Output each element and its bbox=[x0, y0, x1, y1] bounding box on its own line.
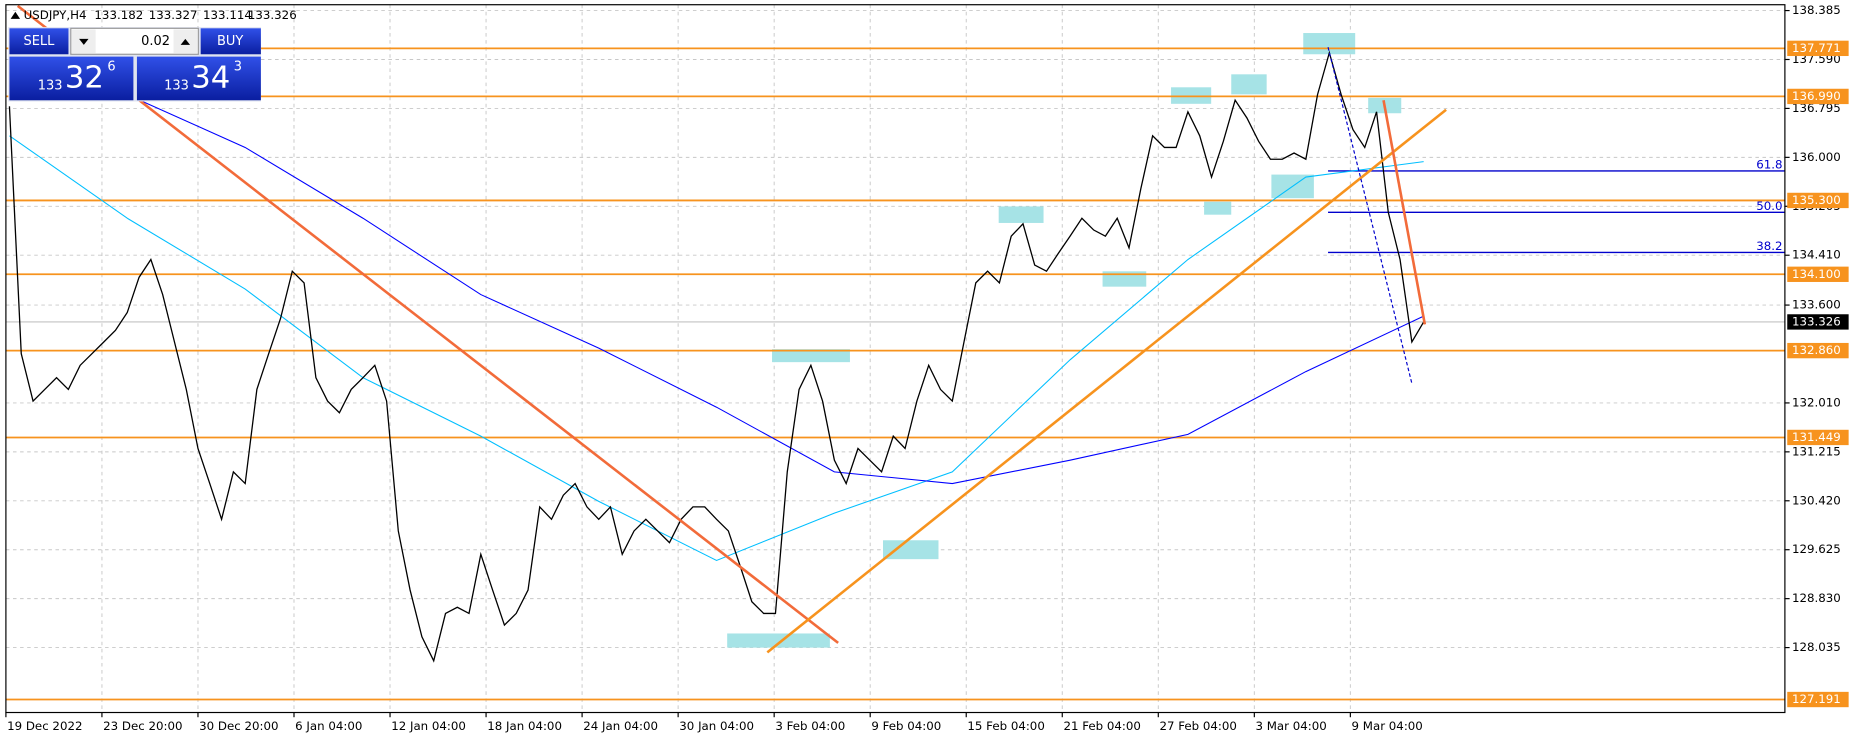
buy-price-big-figure: 133 bbox=[164, 79, 189, 94]
x-tick-label: 9 Feb 04:00 bbox=[871, 719, 941, 733]
x-tick-label: 18 Jan 04:00 bbox=[487, 719, 562, 733]
level-label-bg bbox=[1787, 192, 1849, 209]
sell-price-box[interactable] bbox=[9, 56, 134, 101]
y-tick-label: 128.830 bbox=[1792, 591, 1841, 605]
x-tick-label: 19 Dec 2022 bbox=[7, 719, 82, 733]
fib-label: 61.8 bbox=[1756, 157, 1782, 171]
level-label-bg bbox=[1787, 40, 1849, 57]
y-tick-label: 131.215 bbox=[1792, 444, 1841, 458]
fib-label: 38.2 bbox=[1756, 239, 1782, 253]
zone bbox=[883, 540, 939, 560]
sell-price-big-figure: 133 bbox=[38, 79, 63, 94]
fib-label: 50.0 bbox=[1756, 199, 1782, 213]
sell-button[interactable] bbox=[9, 28, 69, 55]
level-label: 132.860 bbox=[1792, 343, 1841, 357]
trend-line bbox=[766, 108, 1447, 654]
high: 133.327 bbox=[149, 8, 198, 22]
arrow-up bbox=[180, 38, 191, 45]
symbol: USDJPY,H4 bbox=[24, 8, 87, 22]
buy-price-box[interactable] bbox=[136, 56, 261, 101]
level-label-bg bbox=[1787, 342, 1849, 359]
x-tick-label: 6 Jan 04:00 bbox=[295, 719, 362, 733]
buy-label: BUY bbox=[217, 34, 243, 49]
sell-label: SELL bbox=[24, 34, 56, 49]
x-tick-label: 21 Feb 04:00 bbox=[1063, 719, 1140, 733]
zone bbox=[998, 206, 1044, 223]
close: 133.326 bbox=[248, 8, 297, 22]
zone bbox=[1231, 74, 1267, 95]
plot-frame bbox=[5, 4, 1786, 714]
level-label: 136.990 bbox=[1792, 89, 1841, 103]
x-tick-label: 9 Mar 04:00 bbox=[1352, 719, 1423, 733]
fib-base-line bbox=[1327, 47, 1413, 384]
collapse-arrow[interactable] bbox=[10, 11, 21, 19]
trend-lines bbox=[16, 4, 1447, 654]
current-price-bg bbox=[1787, 314, 1849, 330]
price-axis-bg bbox=[1784, 0, 1851, 742]
x-tick-label: 30 Dec 20:00 bbox=[199, 719, 278, 733]
x-tick-label: 23 Dec 20:00 bbox=[103, 719, 182, 733]
arrow-down bbox=[79, 38, 89, 45]
x-tick-label: 30 Jan 04:00 bbox=[679, 719, 754, 733]
y-tick-label: 130.420 bbox=[1792, 493, 1841, 507]
time-axis-bg bbox=[0, 712, 1851, 742]
level-label-bg bbox=[1787, 429, 1849, 446]
y-tick-label: 138.385 bbox=[1792, 3, 1841, 17]
y-tick-label: 129.625 bbox=[1792, 542, 1841, 556]
grid-layer bbox=[5, 4, 1785, 713]
low: 133.114 bbox=[203, 8, 252, 22]
x-tick-label: 24 Jan 04:00 bbox=[583, 719, 658, 733]
buy-price-point: 3 bbox=[234, 60, 242, 75]
lot-value: 0.02 bbox=[141, 34, 170, 49]
x-tick-label: 27 Feb 04:00 bbox=[1159, 719, 1236, 733]
trend-line bbox=[16, 4, 839, 644]
trade-panel: SELL 0.02 BUY 133 32 6 133 34 3 bbox=[8, 27, 261, 102]
level-label: 131.449 bbox=[1792, 430, 1841, 444]
sell-price-pips: 32 bbox=[65, 61, 104, 96]
x-tick-label: 12 Jan 04:00 bbox=[391, 719, 466, 733]
level-label-bg bbox=[1787, 266, 1849, 282]
price-line bbox=[8, 50, 1425, 663]
level-label: 127.191 bbox=[1792, 692, 1841, 706]
data-layer: 61.8 50.0 38.2 bbox=[5, 46, 1785, 701]
y-tick-label: 134.410 bbox=[1792, 248, 1841, 262]
sell-price-point: 6 bbox=[107, 60, 115, 75]
x-tick-label: 3 Feb 04:00 bbox=[775, 719, 845, 733]
zone bbox=[727, 633, 830, 648]
open: 133.182 bbox=[94, 8, 143, 22]
current-price-label: 133.326 bbox=[1792, 314, 1841, 328]
x-tick-label: 3 Mar 04:00 bbox=[1256, 719, 1327, 733]
level-label-bg bbox=[1787, 88, 1849, 105]
y-tick-label: 133.600 bbox=[1792, 298, 1841, 312]
buy-button[interactable] bbox=[200, 28, 261, 55]
moving-average bbox=[9, 135, 1424, 562]
trend-line bbox=[1382, 100, 1427, 325]
y-tick-label: 128.035 bbox=[1792, 640, 1841, 654]
moving-average bbox=[9, 46, 1424, 485]
x-tick-label: 15 Feb 04:00 bbox=[967, 719, 1044, 733]
y-tick-label: 136.000 bbox=[1792, 150, 1841, 164]
level-label: 137.771 bbox=[1792, 41, 1841, 55]
y-tick-label: 136.795 bbox=[1792, 101, 1841, 115]
zone bbox=[772, 349, 850, 363]
level-label: 135.300 bbox=[1792, 193, 1841, 207]
buy-price-pips: 34 bbox=[191, 61, 230, 96]
y-tick-label: 132.010 bbox=[1792, 395, 1841, 409]
zone bbox=[1204, 201, 1232, 215]
level-label-bg bbox=[1787, 691, 1849, 708]
level-label: 134.100 bbox=[1792, 267, 1841, 281]
